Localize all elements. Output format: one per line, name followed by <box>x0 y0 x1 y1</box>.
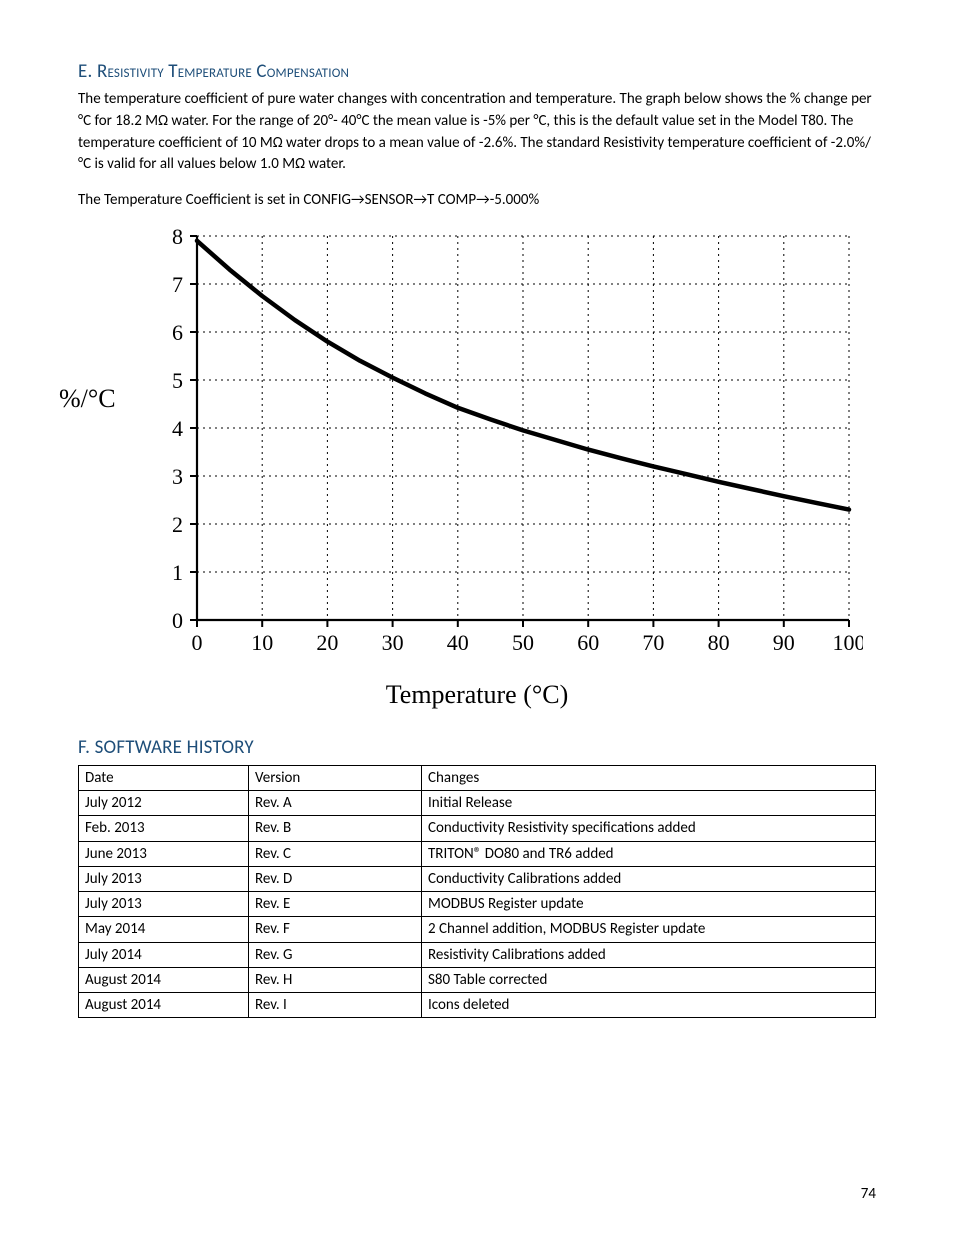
svg-text:10: 10 <box>251 630 273 655</box>
table-cell: Icons deleted <box>422 993 876 1018</box>
table-cell: August 2014 <box>79 993 249 1018</box>
svg-text:7: 7 <box>172 272 183 297</box>
table-cell: S80 Table corrected <box>422 967 876 992</box>
table-row: Feb. 2013Rev. BConductivity Resistivity … <box>79 816 876 841</box>
table-row: July 2014Rev. GResistivity Calibrations … <box>79 942 876 967</box>
table-row: June 2013Rev. CTRITON® DO80 and TR6 adde… <box>79 841 876 866</box>
table-row: August 2014Rev. HS80 Table corrected <box>79 967 876 992</box>
section-e-para1: The temperature coefficient of pure wate… <box>78 89 876 176</box>
page-number: 74 <box>861 1185 876 1203</box>
table-row: July 2012Rev. AInitial Release <box>79 791 876 816</box>
svg-text:30: 30 <box>382 630 404 655</box>
table-cell: July 2013 <box>79 892 249 917</box>
svg-text:0: 0 <box>172 608 183 633</box>
table-cell: Rev. H <box>249 967 422 992</box>
table-cell: Resistivity Calibrations added <box>422 942 876 967</box>
tc-chart: %/°C 0102030405060708090100012345678 Tem… <box>87 226 867 716</box>
chart-x-axis-label: Temperature (°C) <box>87 680 867 710</box>
table-cell: Rev. A <box>249 791 422 816</box>
software-history-table: DateVersionChangesJuly 2012Rev. AInitial… <box>78 765 876 1019</box>
table-cell: Conductivity Resistivity specifications … <box>422 816 876 841</box>
table-header-cell: Version <box>249 765 422 790</box>
table-cell: Rev. F <box>249 917 422 942</box>
table-cell: August 2014 <box>79 967 249 992</box>
table-row: July 2013Rev. EMODBUS Register update <box>79 892 876 917</box>
table-cell: Rev. I <box>249 993 422 1018</box>
svg-text:4: 4 <box>172 416 183 441</box>
svg-text:70: 70 <box>642 630 664 655</box>
table-cell: Rev. C <box>249 841 422 866</box>
chart-y-axis-label: %/°C <box>59 384 116 414</box>
table-cell: Rev. D <box>249 866 422 891</box>
svg-text:100: 100 <box>833 630 864 655</box>
svg-text:90: 90 <box>773 630 795 655</box>
table-cell: TRITON® DO80 and TR6 added <box>422 841 876 866</box>
table-header-row: DateVersionChanges <box>79 765 876 790</box>
table-row: July 2013Rev. DConductivity Calibrations… <box>79 866 876 891</box>
table-cell: Rev. E <box>249 892 422 917</box>
svg-text:40: 40 <box>447 630 469 655</box>
svg-text:2: 2 <box>172 512 183 537</box>
chart-svg: 0 10 20 30 40 50 60 70 80 90 100 0 1 2 3 4 5 6 7 8 <box>143 226 863 676</box>
table-header-cell: Date <box>79 765 249 790</box>
svg-text:50: 50 <box>512 630 534 655</box>
table-cell: Rev. B <box>249 816 422 841</box>
table-cell: July 2012 <box>79 791 249 816</box>
svg-text:20: 20 <box>316 630 338 655</box>
table-cell: July 2014 <box>79 942 249 967</box>
table-header-cell: Changes <box>422 765 876 790</box>
section-e-para2: The Temperature Coefficient is set in CO… <box>78 190 876 212</box>
table-cell: Conductivity Calibrations added <box>422 866 876 891</box>
table-cell: Initial Release <box>422 791 876 816</box>
table-row: May 2014Rev. F 2 Channel addition, MODBU… <box>79 917 876 942</box>
table-cell: MODBUS Register update <box>422 892 876 917</box>
svg-text:1: 1 <box>172 560 183 585</box>
table-cell: Rev. G <box>249 942 422 967</box>
section-e-heading-text: E. Resistivity Temperature Compensation <box>78 60 349 83</box>
svg-text:0: 0 <box>192 630 203 655</box>
table-cell: May 2014 <box>79 917 249 942</box>
table-cell: 2 Channel addition, MODBUS Register upda… <box>422 917 876 942</box>
table-row: August 2014Rev. IIcons deleted <box>79 993 876 1018</box>
svg-text:5: 5 <box>172 368 183 393</box>
section-f-heading: F. SOFTWARE HISTORY <box>78 736 876 759</box>
svg-text:8: 8 <box>172 226 183 249</box>
table-cell: Feb. 2013 <box>79 816 249 841</box>
page: E. Resistivity Temperature Compensation … <box>0 0 954 1235</box>
table-cell: July 2013 <box>79 866 249 891</box>
svg-text:3: 3 <box>172 464 183 489</box>
svg-text:6: 6 <box>172 320 183 345</box>
svg-text:80: 80 <box>708 630 730 655</box>
section-e-heading: E. Resistivity Temperature Compensation <box>78 60 876 83</box>
table-cell: June 2013 <box>79 841 249 866</box>
svg-text:60: 60 <box>577 630 599 655</box>
